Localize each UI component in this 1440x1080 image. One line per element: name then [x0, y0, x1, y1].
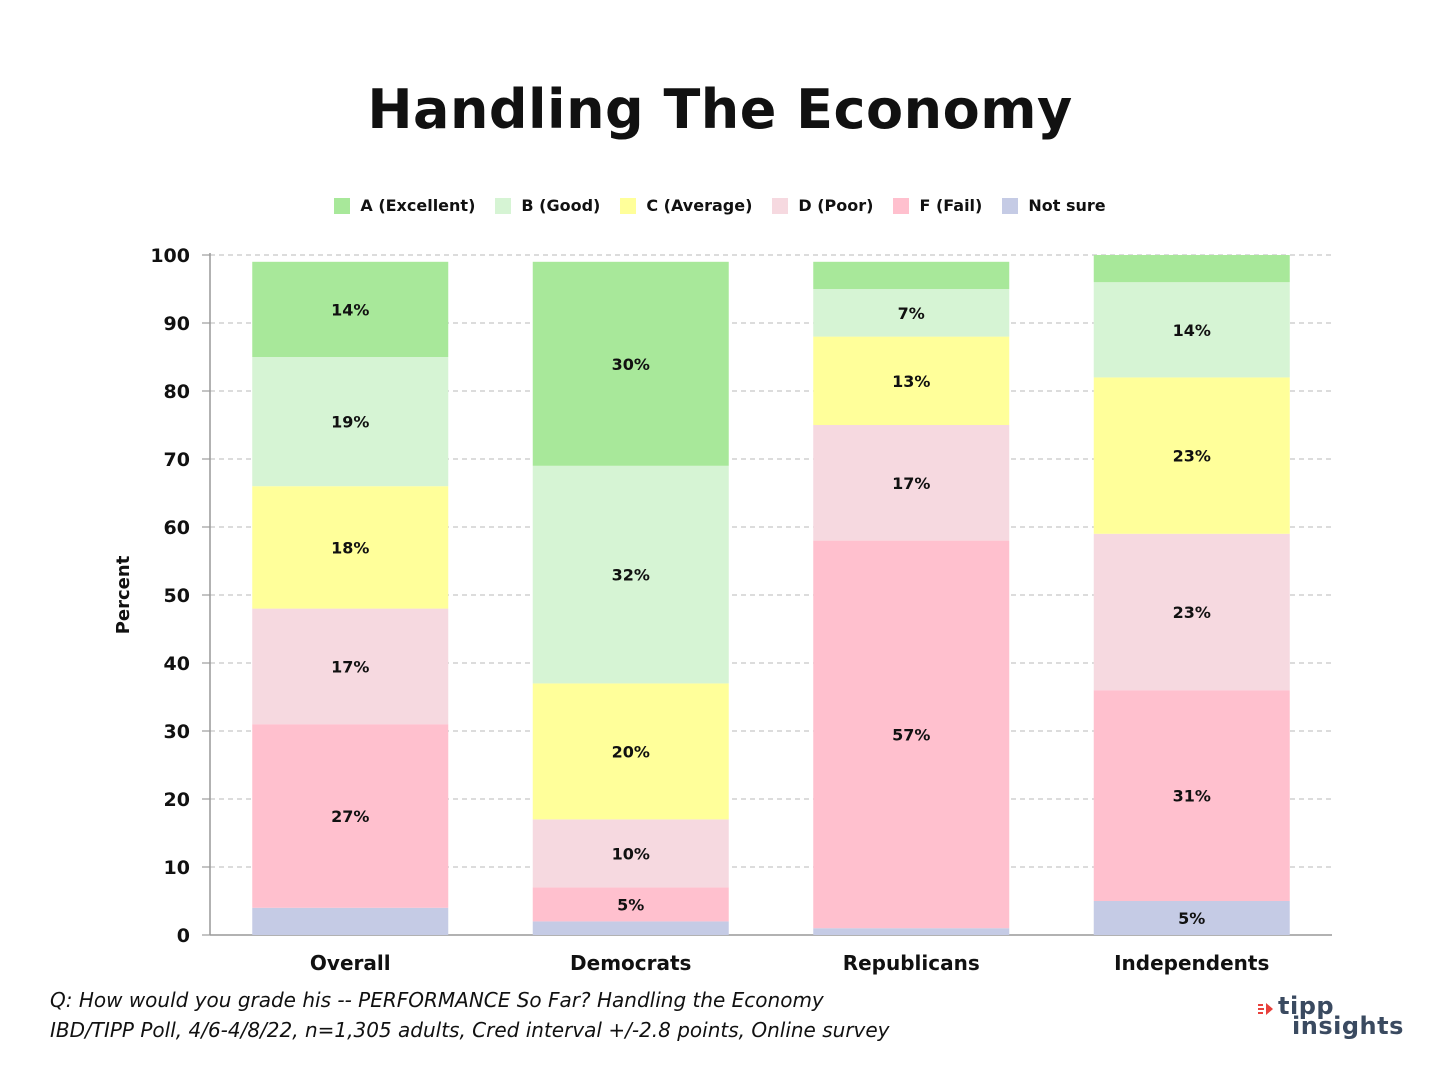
legend-label-a-excellent: A (Excellent): [360, 196, 476, 215]
bar-democrats-c-average: [532, 683, 729, 820]
logo-text-tipp: tipp: [1278, 992, 1335, 1020]
x-tick-label-overall: Overall: [310, 951, 391, 975]
data-label-independents-d-poor: 23%: [1173, 603, 1211, 622]
data-label-republicans-c-average: 13%: [892, 372, 930, 391]
data-label-overall-d-poor: 17%: [331, 657, 369, 676]
bar-republicans-not-sure: [813, 928, 1010, 935]
bar-republicans-b-good: [813, 289, 1010, 337]
legend-label-c-average: C (Average): [646, 196, 753, 215]
bar-overall-a-excellent: [252, 261, 449, 357]
chart-legend: A (Excellent) B (Good) C (Average) D (Poor)…: [0, 196, 1440, 215]
bar-independents-a-excellent: [1093, 255, 1290, 283]
data-label-independents-not-sure: 5%: [1178, 909, 1205, 928]
legend-item-not-sure: Not sure: [1002, 196, 1106, 215]
data-label-independents-c-average: 23%: [1173, 447, 1211, 466]
bar-democrats-a-excellent: [532, 261, 729, 466]
y-tick-label-90: 90: [164, 313, 190, 335]
y-tick-label-100: 100: [150, 245, 190, 267]
legend-label-not-sure: Not sure: [1028, 196, 1106, 215]
data-label-democrats-d-poor: 10%: [612, 844, 650, 863]
x-tick-label-republicans: Republicans: [843, 951, 980, 975]
x-tick-label-democrats: Democrats: [570, 951, 691, 975]
y-tick-label-70: 70: [164, 449, 190, 471]
tipp-insights-logo: tipp insights: [1258, 992, 1403, 1046]
bar-independents-d-poor: [1093, 533, 1290, 691]
y-tick-label-60: 60: [164, 517, 190, 539]
logo-arrow-icon: [1258, 1003, 1273, 1015]
bar-overall-f-fail: [252, 724, 449, 908]
legend-label-d-poor: D (Poor): [798, 196, 874, 215]
y-tick-label-10: 10: [164, 857, 190, 879]
bar-republicans-a-excellent: [813, 261, 1010, 289]
legend-swatch-d-poor: [772, 197, 789, 214]
data-label-independents-f-fail: 31%: [1173, 787, 1211, 806]
legend-label-b-good: B (Good): [521, 196, 601, 215]
x-tick-label-independents: Independents: [1114, 951, 1269, 975]
bar-independents-not-sure: [1093, 901, 1290, 935]
data-label-republicans-b-good: 7%: [898, 304, 925, 323]
bar-independents-f-fail: [1093, 690, 1290, 901]
bar-democrats-f-fail: [532, 887, 729, 922]
data-label-democrats-a-excellent: 30%: [612, 355, 650, 374]
legend-swatch-a-excellent: [334, 197, 351, 214]
y-tick-label-30: 30: [164, 721, 190, 743]
legend-swatch-b-good: [495, 197, 512, 214]
footnote-source: IBD/TIPP Poll, 4/6-4/8/22, n=1,305 adult…: [50, 1018, 890, 1042]
bar-overall-b-good: [252, 357, 449, 487]
data-label-democrats-c-average: 20%: [612, 742, 650, 761]
bar-overall-d-poor: [252, 608, 449, 725]
y-tick-label-20: 20: [164, 789, 190, 811]
bar-democrats-b-good: [532, 465, 729, 684]
bar-overall-c-average: [252, 486, 449, 609]
bar-republicans-d-poor: [813, 425, 1010, 541]
legend-swatch-c-average: [620, 197, 637, 214]
data-label-democrats-f-fail: 5%: [617, 895, 644, 914]
legend-item-b-good: B (Good): [495, 196, 600, 215]
logo-text-insights: insights: [1292, 1012, 1404, 1040]
data-label-independents-b-good: 14%: [1173, 321, 1211, 340]
data-label-overall-a-excellent: 14%: [331, 300, 369, 319]
bar-overall-not-sure: [252, 907, 449, 935]
chart-title: Handling The Economy: [367, 78, 1073, 141]
legend-item-a-excellent: A (Excellent): [334, 196, 475, 215]
legend-swatch-not-sure: [1002, 197, 1019, 214]
legend-item-f-fail: F (Fail): [893, 196, 982, 215]
y-tick-label-80: 80: [164, 381, 190, 403]
bar-democrats-not-sure: [532, 921, 729, 935]
data-label-overall-b-good: 19%: [331, 413, 369, 432]
legend-item-c-average: C (Average): [620, 196, 752, 215]
y-tick-label-40: 40: [164, 653, 190, 675]
bar-republicans-c-average: [813, 336, 1010, 425]
data-label-overall-c-average: 18%: [331, 538, 369, 557]
data-label-democrats-b-good: 32%: [612, 566, 650, 585]
bar-democrats-d-poor: [532, 819, 729, 888]
y-axis-label: Percent: [113, 555, 134, 634]
bar-independents-c-average: [1093, 377, 1290, 534]
bar-republicans-f-fail: [813, 540, 1010, 929]
data-label-republicans-d-poor: 17%: [892, 474, 930, 493]
bar-independents-b-good: [1093, 282, 1290, 378]
legend-item-d-poor: D (Poor): [772, 196, 873, 215]
legend-label-f-fail: F (Fail): [919, 196, 983, 215]
data-label-overall-f-fail: 27%: [331, 807, 369, 826]
legend-swatch-f-fail: [893, 197, 910, 214]
y-tick-label-0: 0: [177, 925, 190, 947]
y-tick-label-50: 50: [164, 585, 190, 607]
footnote-question: Q: How would you grade his -- PERFORMANC…: [50, 988, 824, 1012]
data-label-republicans-f-fail: 57%: [892, 725, 930, 744]
